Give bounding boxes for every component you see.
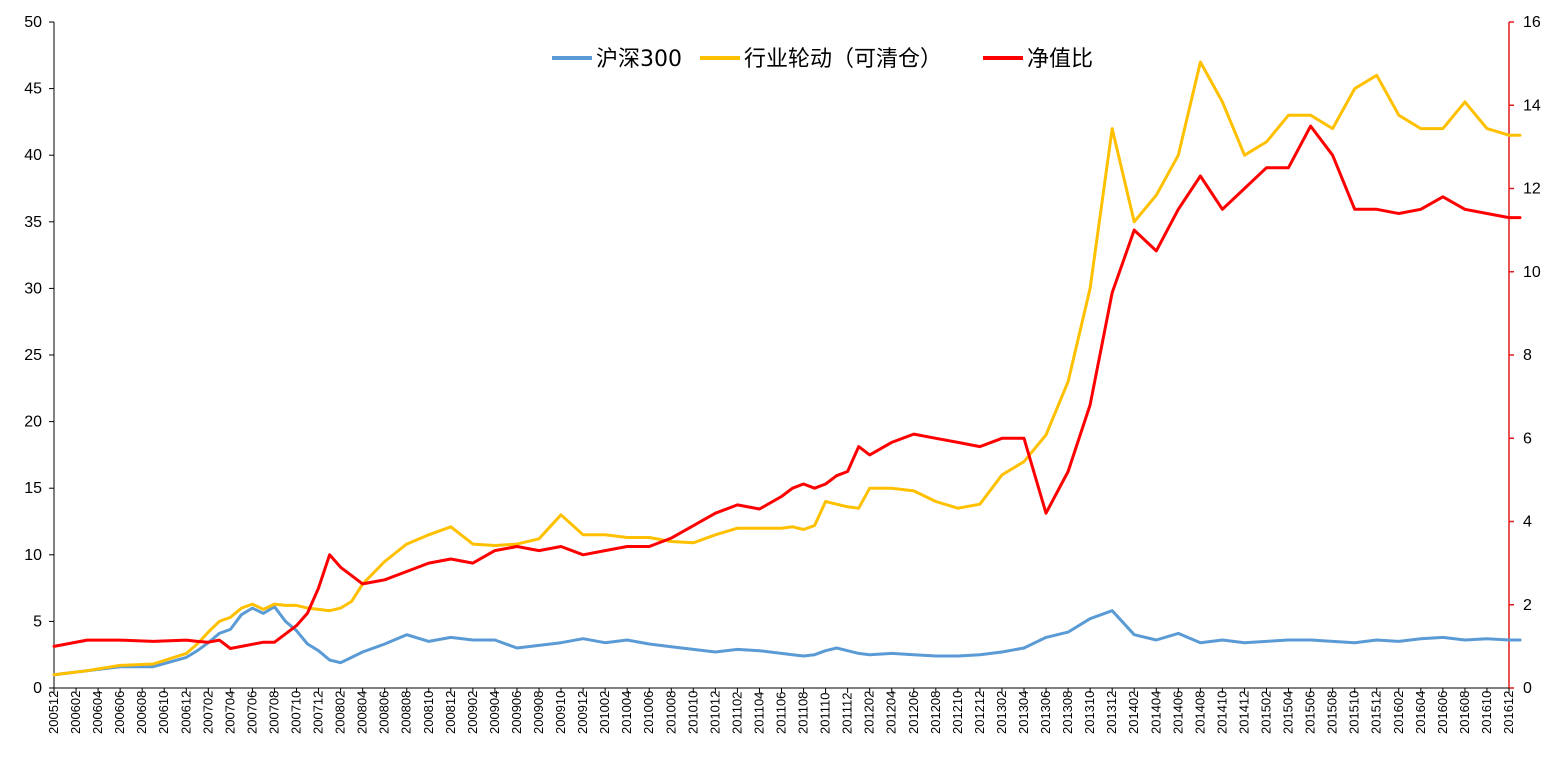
x-tick-label: 200910 (553, 691, 568, 734)
x-tick-label: 200804 (355, 691, 370, 734)
y-right-tick-label: 8 (1523, 347, 1532, 364)
x-tick-label: 201010 (685, 691, 700, 734)
y-right-tick-label: 0 (1523, 680, 1532, 697)
x-tick-label: 201112 (840, 693, 855, 734)
y-left-tick-label: 5 (33, 613, 42, 630)
series-group (52, 60, 1522, 677)
x-tick-label: 200906 (509, 691, 524, 734)
x-tick-label: 201504 (1281, 691, 1296, 734)
x-tick-label: 200902 (465, 691, 480, 734)
legend-label-1: 沪深300 (596, 47, 682, 72)
y-left-tick-label: 10 (24, 547, 42, 564)
y-left-tick-label: 0 (33, 680, 42, 697)
y-left-tick-label: 50 (24, 14, 42, 31)
x-tick-label: 200808 (399, 691, 414, 734)
x-tick-label: 201106 (774, 692, 789, 734)
y-right-tick-label: 4 (1523, 514, 1532, 531)
y-left-tick-label: 45 (24, 81, 42, 98)
x-tick-label: 201408 (1192, 691, 1207, 734)
series-line-2 (52, 60, 1522, 677)
x-tick-label: 201002 (597, 691, 612, 734)
y-left-tick-label: 15 (24, 480, 42, 497)
x-tick-label: 201508 (1325, 691, 1340, 734)
x-tick-label: 201102 (729, 692, 744, 734)
x-tick-label: 201204 (884, 691, 899, 734)
x-tick-label: 201602 (1391, 691, 1406, 734)
x-tick-label: 201402 (1126, 691, 1141, 734)
series-line-3 (52, 124, 1522, 650)
y-left-tick-label: 35 (24, 214, 42, 231)
x-tick-label: 201302 (994, 691, 1009, 734)
x-tick-label: 201608 (1457, 691, 1472, 734)
x-tick-label: 201008 (663, 691, 678, 734)
x-tick-label: 201410 (1214, 691, 1229, 734)
y-left-tick-label: 30 (24, 280, 42, 297)
x-tick-label: 201404 (1148, 691, 1163, 734)
x-tick-label: 200602 (68, 691, 83, 734)
axes-group: 0 5 10 15 20 25 30 35 40 45 50 0 2 4 6 8 10 12 14 16 200512 2… (24, 14, 1541, 734)
x-tick-label: 201612 (1501, 691, 1516, 734)
x-tick-label: 201110 (818, 693, 833, 734)
x-tick-label: 200608 (134, 691, 149, 734)
x-tick-label: 201012 (707, 691, 722, 734)
legend-label-2: 行业轮动（可清仓） (744, 47, 942, 72)
x-tick-label: 200702 (200, 691, 215, 734)
y-left-tick-label: 20 (24, 414, 42, 431)
x-tick-label: 201406 (1170, 691, 1185, 734)
x-tick-label: 201108 (796, 692, 811, 734)
series-line-1 (52, 605, 1522, 677)
x-tick-label: 200610 (156, 691, 171, 734)
x-tick-label: 201212 (972, 691, 987, 734)
x-tick-label: 201208 (928, 691, 943, 734)
y-left-tick-label: 40 (24, 147, 42, 164)
x-tick-label: 201304 (1016, 691, 1031, 734)
y-right-tick-label: 2 (1523, 597, 1532, 614)
x-tick-label: 201604 (1413, 691, 1428, 734)
x-tick-label: 201606 (1435, 691, 1450, 734)
x-tick-label: 201510 (1347, 691, 1362, 734)
x-tick-label: 200706 (244, 691, 259, 734)
y-right-tick-label: 12 (1523, 181, 1541, 198)
x-tick-label: 201308 (1060, 691, 1075, 734)
x-tick-label: 201512 (1369, 691, 1384, 734)
x-tick-label: 200812 (443, 691, 458, 734)
x-tick-label: 200806 (377, 691, 392, 734)
x-tick-label: 201412 (1236, 691, 1251, 734)
x-tick-label: 200612 (178, 691, 193, 734)
y-right-tick-label: 16 (1523, 14, 1541, 31)
x-tick-label: 201104 (751, 692, 766, 734)
x-tick-label: 200904 (487, 691, 502, 734)
x-tick-label: 200606 (112, 691, 127, 734)
x-tick-label: 200512 (46, 691, 61, 734)
x-tick-label: 201610 (1479, 691, 1494, 734)
x-tick-label: 200604 (90, 691, 105, 734)
x-tick-label: 200708 (266, 691, 281, 734)
x-tick-label: 201502 (1259, 691, 1274, 734)
x-tick-label: 200802 (333, 691, 348, 734)
x-tick-label: 200704 (222, 691, 237, 734)
x-tick-label: 201004 (619, 691, 634, 734)
x-tick-label: 200810 (421, 691, 436, 734)
x-tick-label: 200912 (575, 691, 590, 734)
x-tick-label: 201506 (1303, 691, 1318, 734)
x-tick-label: 201306 (1038, 691, 1053, 734)
legend-label-3: 净值比 (1027, 47, 1093, 72)
y-right-tick-label: 10 (1523, 264, 1541, 281)
x-tick-label: 201310 (1082, 691, 1097, 734)
x-tick-label: 200710 (289, 691, 304, 734)
x-tick-label: 200908 (531, 691, 546, 734)
x-tick-label: 201206 (906, 691, 921, 734)
y-right-tick-label: 6 (1523, 430, 1532, 447)
x-tick-label: 201210 (950, 691, 965, 734)
x-tick-label: 201006 (641, 691, 656, 734)
x-tick-label: 200712 (311, 691, 326, 734)
x-tick-label: 201312 (1104, 691, 1119, 734)
x-tick-label: 201202 (862, 691, 877, 734)
legend: 沪深300 行业轮动（可清仓） 净值比 (552, 47, 1093, 72)
y-right-tick-label: 14 (1523, 97, 1541, 114)
y-left-tick-label: 25 (24, 347, 42, 364)
